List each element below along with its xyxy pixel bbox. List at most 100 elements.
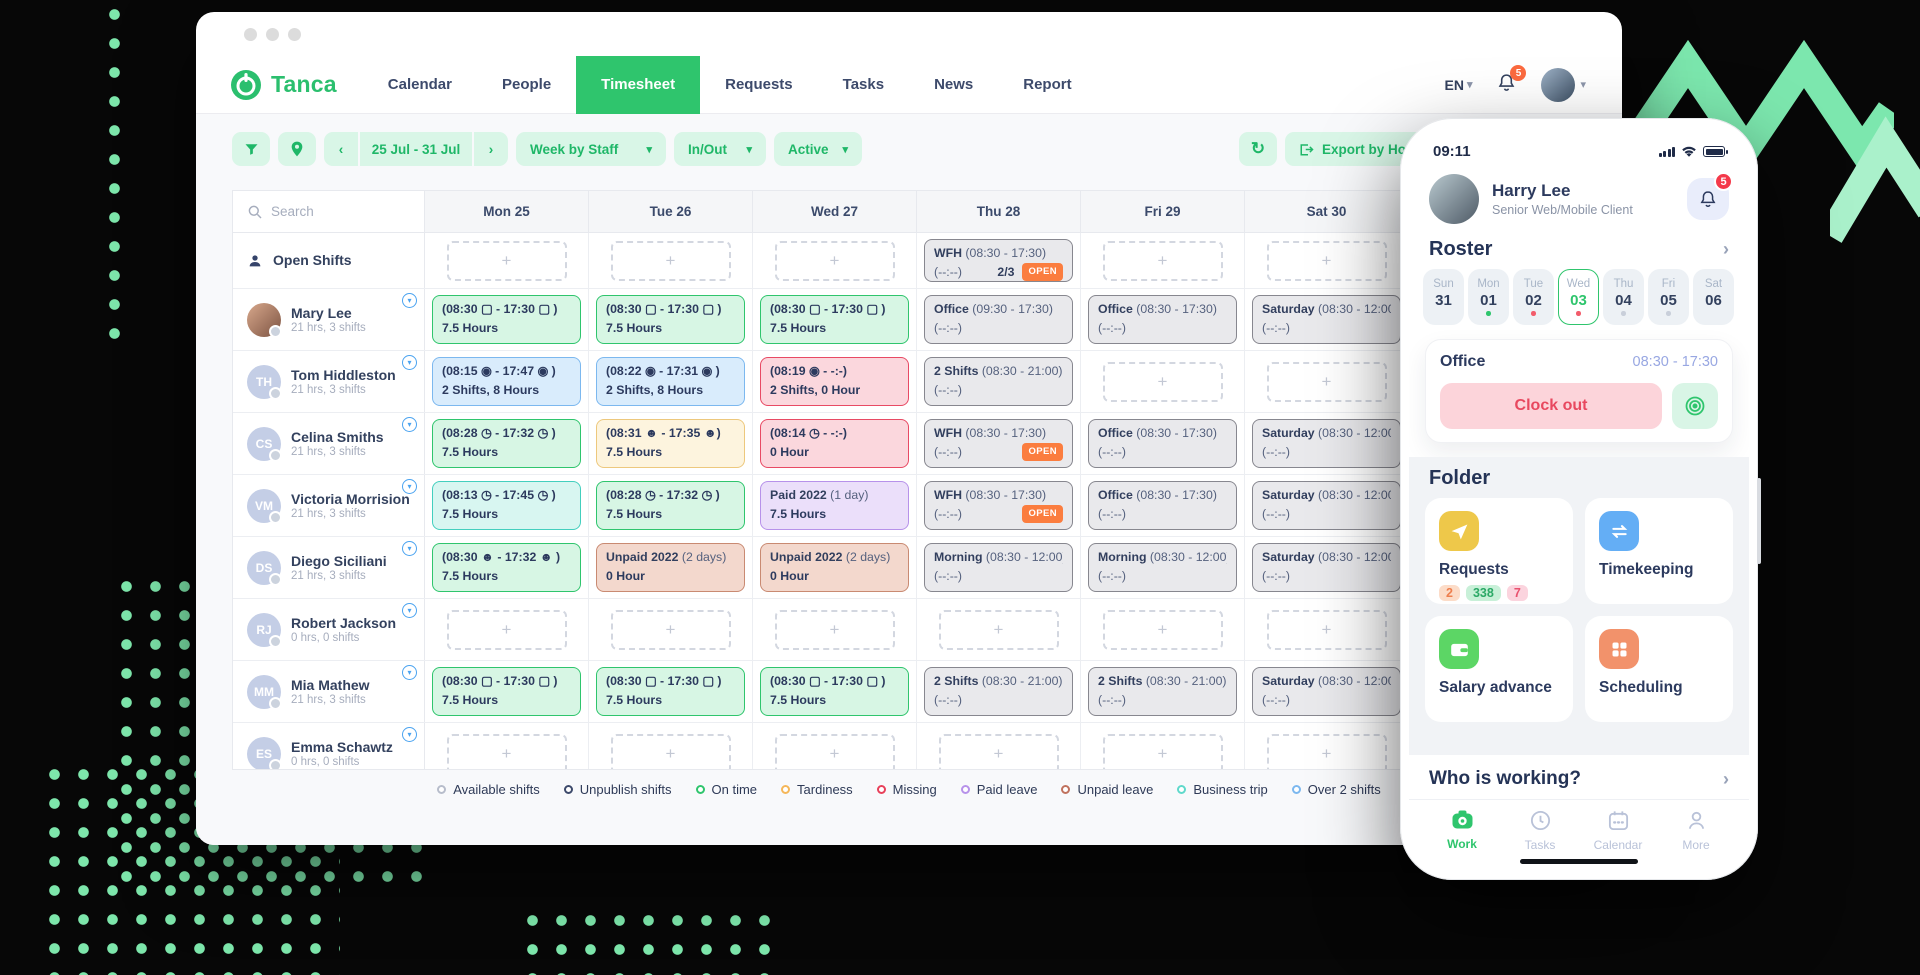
empty-shift-slot[interactable]: +: [446, 733, 567, 769]
shift-card[interactable]: 2 Shifts (08:30 - 21:00) (--:--): [1088, 667, 1237, 716]
shift-card[interactable]: Saturday (08:30 - 12:00) (--:--): [1252, 295, 1401, 344]
refresh-button[interactable]: ↻: [1238, 132, 1277, 166]
shift-card[interactable]: (08:28 ◷ - 17:32 ◷ ) 7.5 Hours: [596, 481, 745, 530]
nav-item-calendar[interactable]: Calendar: [363, 56, 477, 114]
week-day-sun[interactable]: Sun 31: [1423, 269, 1464, 325]
shift-card[interactable]: WFH (08:30 - 17:30) (--:--) OPEN: [924, 481, 1073, 530]
clock-out-button[interactable]: Clock out: [1440, 383, 1662, 429]
shift-card[interactable]: Morning (08:30 - 12:00) (--:--): [924, 543, 1073, 592]
shift-card[interactable]: (08:30 ☻ - 17:32 ☻ ) 7.5 Hours: [432, 543, 581, 592]
empty-shift-slot[interactable]: +: [1102, 240, 1223, 281]
shift-card[interactable]: (08:30 ▢ - 17:30 ▢ ) 7.5 Hours: [760, 295, 909, 344]
shift-card[interactable]: Morning (08:30 - 12:00) (--:--): [1088, 543, 1237, 592]
expand-row-button[interactable]: ▾: [402, 417, 417, 432]
nav-item-tasks[interactable]: Tasks: [818, 56, 909, 114]
shift-card[interactable]: Paid 2022 (1 day) 7.5 Hours: [760, 481, 909, 530]
empty-shift-slot[interactable]: +: [938, 609, 1059, 650]
expand-row-button[interactable]: ▾: [402, 603, 417, 618]
folder-card-timekeeping[interactable]: Timekeeping: [1585, 498, 1733, 604]
empty-shift-slot[interactable]: +: [610, 240, 731, 281]
view-mode-dropdown[interactable]: Week by Staff ▾: [516, 132, 666, 166]
location-button[interactable]: [278, 132, 316, 166]
shift-card[interactable]: (08:13 ◷ - 17:45 ◷ ) 7.5 Hours: [432, 481, 581, 530]
shift-card[interactable]: Saturday (08:30 - 12:00) (--:--): [1252, 481, 1401, 530]
user-avatar-menu[interactable]: ▾: [1541, 67, 1586, 102]
folder-card-salary-advance[interactable]: Salary advance: [1425, 616, 1573, 722]
expand-row-button[interactable]: ▾: [402, 293, 417, 308]
shift-card[interactable]: Office (08:30 - 17:30) (--:--): [1088, 295, 1237, 344]
nav-item-timesheet[interactable]: Timesheet: [576, 55, 701, 114]
shift-card[interactable]: Office (08:30 - 17:30) (--:--): [1088, 419, 1237, 468]
week-day-sat[interactable]: Sat 06: [1693, 269, 1734, 325]
inout-dropdown[interactable]: In/Out ▾: [674, 132, 766, 166]
empty-shift-slot[interactable]: +: [1102, 609, 1223, 650]
shift-card[interactable]: Saturday (08:30 - 12:00) (--:--): [1252, 667, 1401, 716]
empty-shift-slot[interactable]: +: [1266, 733, 1387, 769]
week-day-mon[interactable]: Mon 01: [1468, 269, 1509, 325]
tab-more[interactable]: More: [1657, 809, 1735, 871]
tab-work[interactable]: Work: [1423, 809, 1501, 871]
shift-card[interactable]: (08:30 ▢ - 17:30 ▢ ) 7.5 Hours: [432, 667, 581, 716]
shift-card[interactable]: 2 Shifts (08:30 - 21:00) (--:--): [924, 357, 1073, 406]
empty-shift-slot[interactable]: +: [774, 733, 895, 769]
shift-card[interactable]: Office (09:30 - 17:30) (--:--): [924, 295, 1073, 344]
expand-row-button[interactable]: ▾: [402, 479, 417, 494]
expand-row-button[interactable]: ▾: [402, 665, 417, 680]
expand-row-button[interactable]: ▾: [402, 727, 417, 742]
empty-shift-slot[interactable]: +: [610, 609, 731, 650]
week-day-wed[interactable]: Wed 03: [1558, 269, 1599, 325]
empty-shift-slot[interactable]: +: [774, 609, 895, 650]
empty-shift-slot[interactable]: +: [1266, 609, 1387, 650]
shift-card[interactable]: (08:31 ☻ - 17:35 ☻) 7.5 Hours: [596, 419, 745, 468]
notifications-button[interactable]: 5: [1496, 65, 1527, 97]
empty-shift-slot[interactable]: +: [938, 733, 1059, 769]
empty-shift-slot[interactable]: +: [1102, 733, 1223, 769]
shift-card[interactable]: (08:30 ▢ - 17:30 ▢ ) 7.5 Hours: [596, 667, 745, 716]
expand-row-button[interactable]: ▾: [402, 541, 417, 556]
empty-shift-slot[interactable]: +: [610, 733, 731, 769]
shift-card[interactable]: (08:19 ◉ - -:-) 2 Shifts, 0 Hour: [760, 357, 909, 406]
nav-item-requests[interactable]: Requests: [700, 56, 818, 114]
shift-card[interactable]: WFH (08:30 - 17:30) (--:--) OPEN: [924, 419, 1073, 468]
shift-card[interactable]: (08:30 ▢ - 17:30 ▢ ) 7.5 Hours: [432, 295, 581, 344]
shift-card[interactable]: WFH (08:30 - 17:30) (--:--) 2/3 OPEN: [924, 239, 1073, 282]
who-more-button[interactable]: ›: [1723, 768, 1729, 789]
shift-card[interactable]: Unpaid 2022 (2 days) 0 Hour: [596, 543, 745, 592]
folder-card-requests[interactable]: Requests 2 338 7: [1425, 498, 1573, 604]
notifications-button[interactable]: 5: [1687, 172, 1733, 220]
nav-item-report[interactable]: Report: [998, 56, 1096, 114]
nav-item-people[interactable]: People: [477, 56, 576, 114]
shift-card[interactable]: (08:30 ▢ - 17:30 ▢ ) 7.5 Hours: [596, 295, 745, 344]
tab-calendar[interactable]: Calendar: [1579, 809, 1657, 871]
search-input[interactable]: [271, 204, 391, 219]
next-week-button[interactable]: ›: [474, 132, 508, 166]
empty-shift-slot[interactable]: +: [1266, 361, 1387, 402]
filter-button[interactable]: [232, 132, 270, 166]
shift-card[interactable]: Saturday (08:30 - 12:00) (--:--): [1252, 419, 1401, 468]
shift-card[interactable]: Office (08:30 - 17:30) (--:--): [1088, 481, 1237, 530]
active-filter-dropdown[interactable]: Active ▾: [774, 132, 862, 166]
empty-shift-slot[interactable]: +: [1102, 361, 1223, 402]
nav-item-news[interactable]: News: [909, 56, 998, 114]
shift-card[interactable]: (08:14 ◷ - -:-) 0 Hour: [760, 419, 909, 468]
empty-shift-slot[interactable]: +: [446, 240, 567, 281]
shift-card[interactable]: Unpaid 2022 (2 days) 0 Hour: [760, 543, 909, 592]
week-day-thu[interactable]: Thu 04: [1603, 269, 1644, 325]
prev-week-button[interactable]: ‹: [324, 132, 358, 166]
shift-card[interactable]: (08:15 ◉ - 17:47 ◉ ) 2 Shifts, 8 Hours: [432, 357, 581, 406]
tab-tasks[interactable]: Tasks: [1501, 809, 1579, 871]
shift-card[interactable]: 2 Shifts (08:30 - 21:00) (--:--): [924, 667, 1073, 716]
shift-card[interactable]: (08:28 ◷ - 17:32 ◷ ) 7.5 Hours: [432, 419, 581, 468]
week-day-tue[interactable]: Tue 02: [1513, 269, 1554, 325]
shift-card[interactable]: (08:22 ◉ - 17:31 ◉ ) 2 Shifts, 8 Hours: [596, 357, 745, 406]
empty-shift-slot[interactable]: +: [446, 609, 567, 650]
folder-card-scheduling[interactable]: Scheduling: [1585, 616, 1733, 722]
language-dropdown[interactable]: EN ▾: [1444, 76, 1473, 93]
roster-more-button[interactable]: ›: [1723, 239, 1729, 259]
date-range-button[interactable]: 25 Jul - 31 Jul: [360, 132, 472, 166]
empty-shift-slot[interactable]: +: [1266, 240, 1387, 281]
week-day-fri[interactable]: Fri 05: [1648, 269, 1689, 325]
empty-shift-slot[interactable]: +: [774, 240, 895, 281]
shift-card[interactable]: (08:30 ▢ - 17:30 ▢ ) 7.5 Hours: [760, 667, 909, 716]
expand-row-button[interactable]: ▾: [402, 355, 417, 370]
